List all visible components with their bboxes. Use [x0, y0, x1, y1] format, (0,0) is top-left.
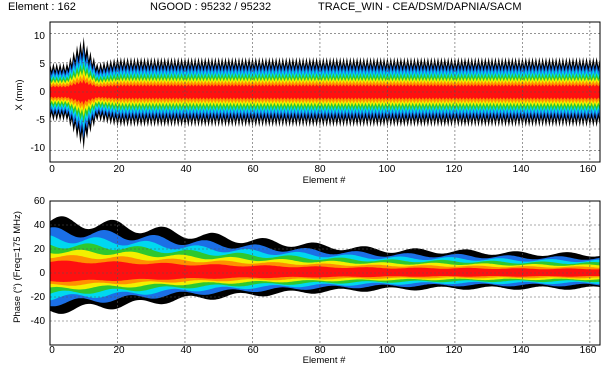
phase-x-tick-label: 60: [247, 345, 259, 356]
phase-tick-label: 60: [34, 196, 46, 207]
element-indicator: Element : 162: [8, 1, 76, 13]
app-title: TRACE_WIN - CEA/DSM/DAPNIA/SACM: [318, 1, 522, 13]
x-axis-tick-label: 20: [113, 164, 125, 175]
x-axis-tick-label: 40: [180, 164, 192, 175]
x-density-band: [50, 79, 600, 105]
phase-tick-label: 20: [34, 244, 46, 255]
x-tick-label: 5: [39, 59, 45, 70]
phase-envelope: [49, 200, 601, 346]
phase-x-tick-label: 80: [314, 345, 326, 356]
x-axis-tick-label: 120: [446, 164, 463, 175]
phase-density-band: [50, 260, 600, 282]
status-header: Element : 162 NGOOD : 95232 / 95232 TRAC…: [0, 0, 604, 18]
x-axis-tick-label: 160: [580, 164, 597, 175]
phase-x-tick-label: 160: [580, 345, 597, 356]
x-axis-label: Element #: [303, 175, 346, 186]
phase-x-tick-label: 100: [379, 345, 396, 356]
x-axis-tick-label: 60: [247, 164, 259, 175]
phase-tick-label: -20: [31, 292, 46, 303]
phase-y-axis-label: Phase (°) (Freq=175 MHz): [12, 211, 23, 323]
phase-x-tick-label: 120: [446, 345, 463, 356]
x-axis-tick-label: 100: [379, 164, 396, 175]
x-axis-tick-label: 80: [314, 164, 326, 175]
phase-tick-label: 0: [39, 268, 45, 279]
phase-x-axis-label: Element #: [303, 355, 346, 365]
x-axis-tick-label: 0: [49, 164, 55, 175]
y-axis-label: X (mm): [14, 79, 25, 110]
x-envelope-chart: 10 5 0 -5 -10 0 20 40 60 80 100 120 140 …: [14, 21, 601, 186]
phase-x-tick-label: 40: [180, 345, 192, 356]
x-envelope: [49, 21, 601, 163]
phase-x-tick-label: 20: [113, 345, 125, 356]
ngood-indicator: NGOOD : 95232 / 95232: [150, 1, 272, 13]
phase-x-tick-label: 140: [513, 345, 530, 356]
phase-tick-label: -40: [31, 316, 46, 327]
x-tick-label: 10: [34, 31, 46, 42]
phase-envelope-chart: 60 40 20 0 -20 -40 0 20 40 60 80 100 120…: [12, 196, 601, 365]
x-tick-label: -10: [31, 143, 46, 154]
phase-x-tick-label: 0: [49, 345, 55, 356]
phase-tick-label: 40: [34, 220, 46, 231]
x-frame: [49, 21, 601, 163]
x-axis-tick-label: 140: [513, 164, 530, 175]
x-tick-label: 0: [39, 87, 45, 98]
phase-frame: [49, 200, 601, 346]
x-tick-label: -5: [36, 115, 45, 126]
